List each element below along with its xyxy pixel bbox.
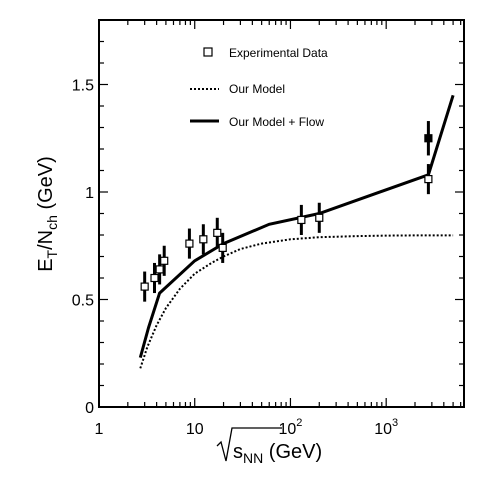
x-tick-label: 1 <box>95 421 104 438</box>
legend-marker-experimental-data <box>203 47 213 57</box>
x-tick-label-base: 1 <box>95 421 104 438</box>
data-point <box>185 239 194 248</box>
y-axis-label-main: E <box>35 258 57 271</box>
y-tick-label: 1 <box>85 185 94 202</box>
legend-label-experimental-data: Experimental Data <box>229 46 328 60</box>
data-point <box>150 273 159 283</box>
x-tick-label-exponent: 2 <box>296 417 302 429</box>
data-point <box>155 265 164 274</box>
x-tick-label: 10 <box>186 421 204 438</box>
data-point <box>213 228 222 237</box>
x-tick-label-exponent: 3 <box>392 417 398 429</box>
svg-text:sNN (GeV): sNN (GeV) <box>233 441 322 466</box>
data-point <box>315 213 324 222</box>
y-axis-title: ET/Nch (GeV) <box>35 156 60 272</box>
x-tick-label-base: 10 <box>374 421 392 438</box>
data-point <box>160 256 169 265</box>
x-axis-title: sNN (GeV) <box>216 427 322 466</box>
x-axis-label-sub: NN <box>243 450 263 466</box>
y-tick-label: 1.5 <box>72 78 94 95</box>
legend-label-our-model-flow: Our Model + Flow <box>229 115 324 129</box>
y-tick-label: 0.5 <box>72 293 94 310</box>
data-point <box>140 282 149 291</box>
y-axis-label-mid: /N <box>35 230 57 250</box>
y-axis-label-unit: (GeV) <box>35 156 57 215</box>
points-layer <box>140 121 433 302</box>
y-tick-label: 0 <box>85 400 94 417</box>
data-point <box>199 235 208 244</box>
data-point-filled <box>424 134 433 143</box>
data-point <box>424 175 433 184</box>
legend: Experimental Data Our Model Our Model + … <box>190 46 328 129</box>
data-point <box>218 243 227 252</box>
x-tick-label: 103 <box>374 417 398 438</box>
x-tick-label-base: 10 <box>186 421 204 438</box>
x-tick-label-base: 10 <box>278 421 296 438</box>
legend-label-our-model: Our Model <box>229 82 285 96</box>
sqrt-sign <box>216 427 282 462</box>
series-line-our-model <box>139 234 454 369</box>
data-point <box>297 215 306 225</box>
svg-text:ET/Nch (GeV): ET/Nch (GeV) <box>35 156 60 272</box>
y-axis-label-sub2: ch <box>44 215 60 230</box>
x-tick-label: 102 <box>278 417 302 438</box>
x-axis-label-unit: (GeV) <box>263 441 322 463</box>
y-axis-label-sub1: T <box>44 249 60 258</box>
x-axis-label-root: s <box>233 441 243 463</box>
